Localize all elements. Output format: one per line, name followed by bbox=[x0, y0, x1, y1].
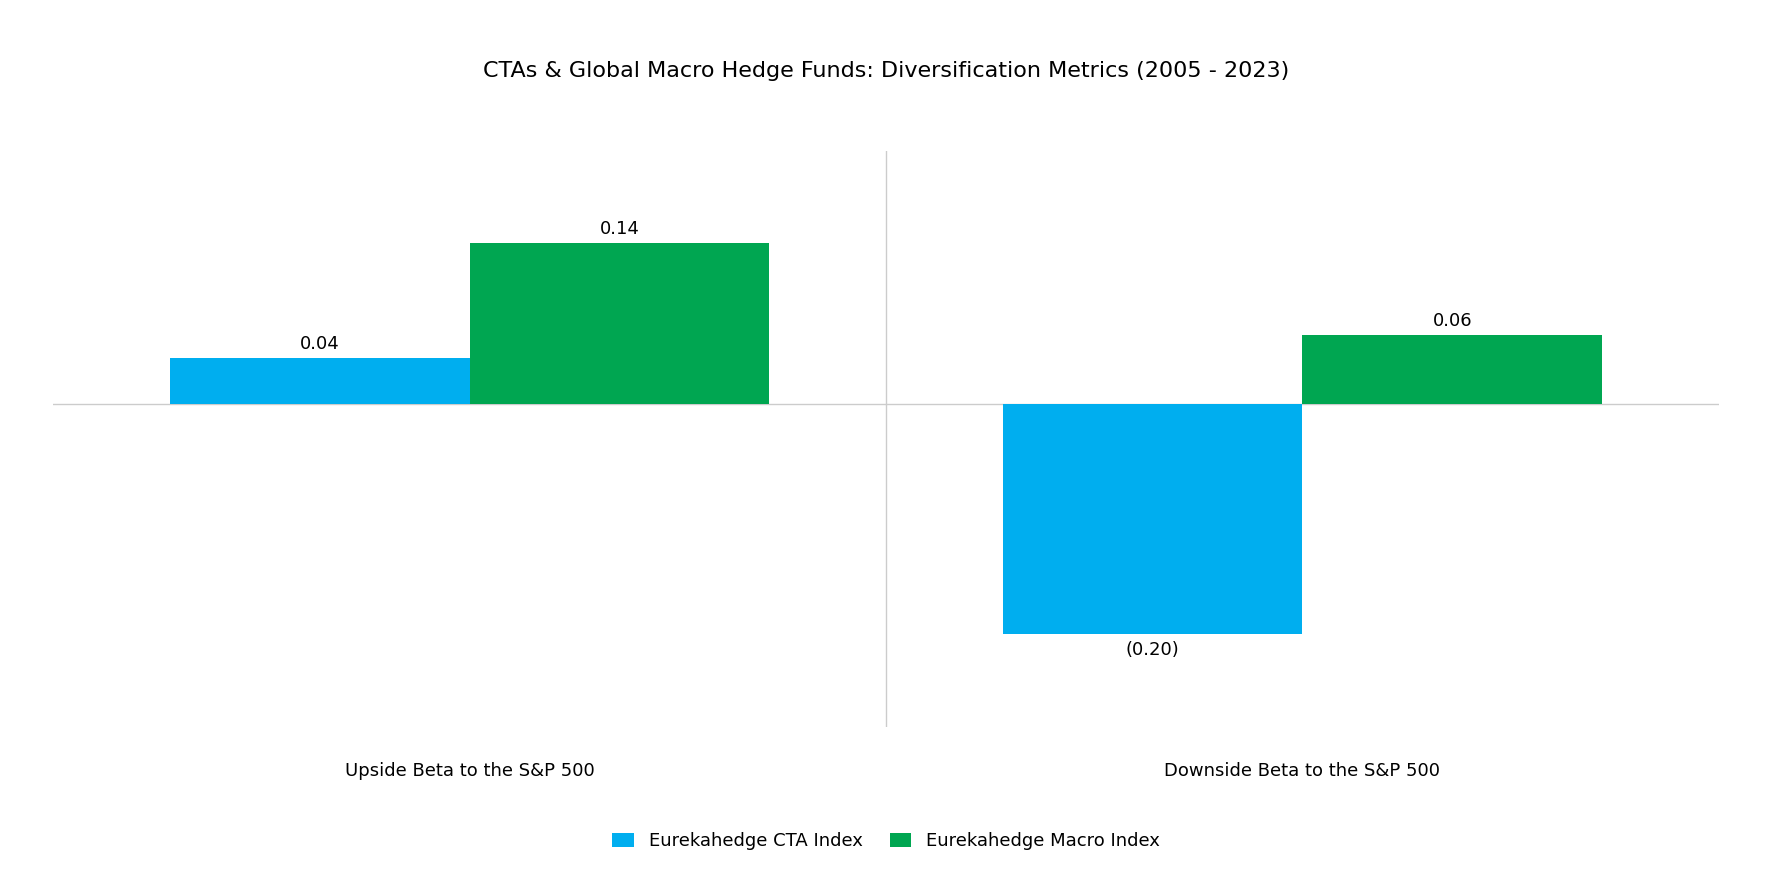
Legend: Eurekahedge CTA Index, Eurekahedge Macro Index: Eurekahedge CTA Index, Eurekahedge Macro… bbox=[604, 823, 1168, 859]
Text: 0.04: 0.04 bbox=[299, 335, 340, 354]
Bar bbox=[470, 243, 769, 404]
Text: (0.20): (0.20) bbox=[1125, 641, 1180, 659]
Text: Upside Beta to the S&P 500: Upside Beta to the S&P 500 bbox=[346, 762, 594, 780]
Bar bbox=[170, 358, 470, 404]
Text: 0.06: 0.06 bbox=[1432, 312, 1473, 330]
Bar bbox=[1302, 335, 1602, 404]
Text: Downside Beta to the S&P 500: Downside Beta to the S&P 500 bbox=[1164, 762, 1441, 780]
Text: 0.14: 0.14 bbox=[599, 220, 640, 238]
Bar bbox=[1003, 404, 1302, 634]
Text: CTAs & Global Macro Hedge Funds: Diversification Metrics (2005 - 2023): CTAs & Global Macro Hedge Funds: Diversi… bbox=[484, 61, 1288, 81]
